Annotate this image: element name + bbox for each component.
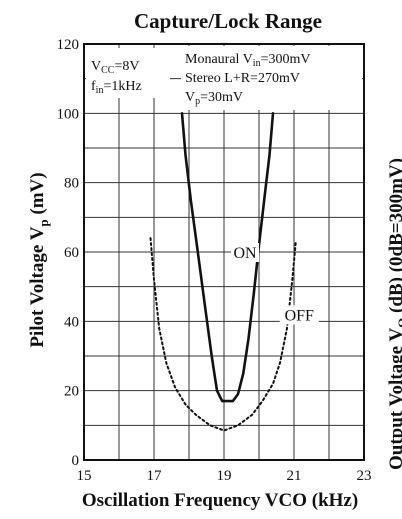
y-tick-label: 100: [57, 106, 80, 122]
x-tick-label: 15: [77, 468, 92, 484]
stereo-condition: Stereo L+R=270mV: [185, 71, 300, 86]
x-tick-label: 21: [287, 468, 302, 484]
series-line-off: [149, 237, 297, 432]
vp-condition: Vp=30mV: [185, 90, 243, 107]
x-tick-label: 17: [147, 468, 163, 484]
curve-label-off: OFF: [285, 307, 314, 324]
plot-frame: [83, 43, 365, 461]
conditions-left-box: [86, 48, 170, 98]
right-axis-label: Output Voltage VO (dB) (0dB=300mV): [386, 158, 402, 470]
y-tick-label: 0: [72, 453, 80, 469]
curve-labels: ON OFF: [231, 243, 319, 325]
y-tick-label: 80: [64, 176, 79, 192]
monaural-condition: Monaural Vin=300mV: [185, 52, 310, 69]
fin-condition: fin=1kHz: [91, 79, 142, 96]
curve-label-bg: [279, 305, 319, 325]
conditions-right-box: [181, 46, 362, 110]
tick-labels: 15 17 19 21 23 0 20 40 60 80 100 120: [57, 37, 372, 484]
y-tick-label: 120: [57, 37, 80, 53]
curve-label-on: ON: [233, 245, 257, 262]
x-tick-label: 19: [217, 468, 232, 484]
y-tick-label: 20: [64, 384, 79, 400]
vcc-condition: VCC=8V: [91, 59, 139, 76]
chart-title: Capture/Lock Range: [134, 9, 322, 33]
y-tick-label: 60: [64, 245, 79, 261]
series-line-on: [180, 112, 275, 403]
y-axis-label: Pilot Voltage Vp (mV): [27, 172, 51, 347]
x-tick-label: 23: [357, 468, 372, 484]
y-tick-label: 40: [64, 314, 79, 330]
series-group: [149, 112, 297, 432]
x-axis-label: Oscillation Frequency VCO (kHz): [82, 490, 358, 511]
curve-label-bg: [231, 243, 259, 262]
